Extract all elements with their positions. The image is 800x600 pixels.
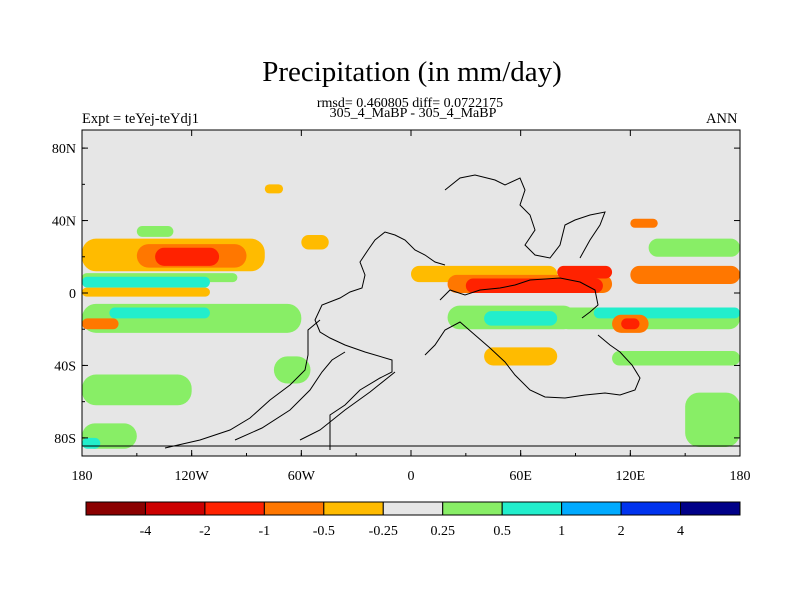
anomaly-region — [612, 350, 740, 366]
colorbar-label: 0.5 — [493, 524, 511, 539]
colorbar-swatch — [263, 501, 325, 516]
colorbar-label: -0.25 — [369, 524, 398, 539]
x-tick-label: 120W — [175, 469, 210, 484]
y-tick-label: 40N — [52, 215, 76, 230]
x-tick-label: 180 — [730, 469, 751, 484]
anomaly-region — [82, 374, 192, 406]
x-tick-label: 60W — [288, 469, 316, 484]
anomaly-region — [630, 265, 740, 284]
experiment-label: Expt = teYej-teYdj1 — [82, 111, 200, 127]
colorbar-swatch — [204, 501, 265, 516]
anomaly-region — [648, 238, 740, 257]
x-tick-label: 0 — [408, 469, 415, 484]
x-tick-label: 180 — [72, 469, 93, 484]
coastline-segment — [424, 321, 641, 399]
colorbar-label: 0.25 — [430, 524, 455, 539]
colorbar-label: 1 — [558, 524, 565, 539]
anomaly-regions — [82, 184, 740, 449]
colorbar-swatch — [382, 501, 444, 516]
anomaly-region — [82, 437, 101, 449]
colorbar-label: -0.5 — [313, 524, 335, 539]
colorbar-label: 4 — [677, 524, 684, 539]
map-plot-area — [81, 129, 741, 457]
x-axis: 180 120W 60W 0 60E 120E 180 — [72, 130, 751, 484]
anomaly-region — [465, 278, 603, 293]
colorbar-swatch — [442, 501, 503, 516]
anomaly-region — [155, 247, 220, 266]
coastline-segment — [444, 174, 606, 259]
y-tick-label: 80S — [54, 432, 76, 447]
colorbar-label: -2 — [199, 524, 211, 539]
anomaly-region — [301, 235, 329, 250]
anomaly-region — [484, 347, 558, 366]
coastline-segment — [299, 371, 396, 441]
chart-title: Precipitation (in mm/day) — [262, 56, 562, 88]
colorbar-label: 2 — [618, 524, 625, 539]
anomaly-region — [621, 318, 640, 330]
anomaly-region — [136, 225, 174, 237]
coastline-segment — [234, 351, 346, 441]
anomaly-region — [273, 356, 311, 384]
colorbar-label: -1 — [259, 524, 271, 539]
coastline-segment — [439, 277, 599, 319]
colorbar-swatch — [501, 501, 563, 516]
anomaly-region — [82, 318, 119, 330]
stats-line: rmsd= 0.460805 diff= 0.0722175 — [316, 96, 504, 111]
y-tick-label: 80N — [52, 142, 76, 157]
colorbar-swatch — [620, 501, 682, 516]
anomaly-region — [630, 218, 658, 228]
colorbar-swatch — [561, 501, 622, 516]
anomaly-region — [557, 265, 613, 279]
colorbar: -4 -2 -1 -0.5 -0.25 0.25 0.5 1 2 4 — [85, 501, 741, 539]
anomaly-region — [109, 307, 210, 319]
y-tick-label: 0 — [69, 287, 76, 302]
x-tick-label: 60E — [509, 469, 532, 484]
y-tick-label: 40S — [54, 359, 76, 374]
y-axis: 80N 40N 0 40S 80S — [52, 142, 740, 447]
anomaly-region — [264, 184, 284, 194]
season-label: ANN — [706, 111, 738, 127]
coastlines — [82, 174, 740, 450]
colorbar-swatch — [323, 501, 384, 516]
coastline-segment — [164, 319, 321, 449]
x-tick-label: 120E — [616, 469, 646, 484]
colorbar-swatch — [85, 501, 146, 516]
anomaly-region — [82, 276, 210, 288]
anomaly-region — [685, 392, 740, 447]
colorbar-swatch — [680, 501, 741, 516]
colorbar-label: -4 — [140, 524, 152, 539]
colorbar-swatch — [144, 501, 206, 516]
chart-subtitle: 305_4_MaBP - 305_4_MaBP — [329, 106, 497, 121]
coastline-segment — [314, 231, 446, 450]
anomaly-region — [82, 287, 210, 297]
anomaly-region — [484, 311, 558, 326]
